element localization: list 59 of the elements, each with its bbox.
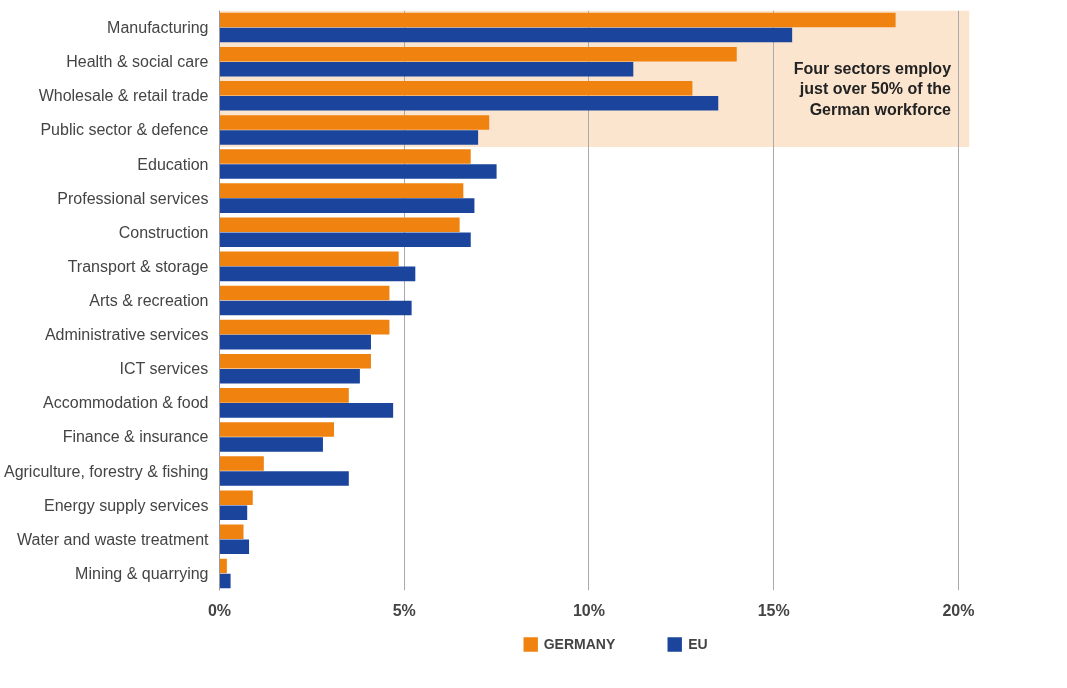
band-label: Four sectors employ just over 50% of the German workforce bbox=[793, 60, 952, 118]
bar bbox=[219, 524, 244, 540]
bar bbox=[219, 12, 896, 28]
x-tick-label: 5% bbox=[392, 601, 416, 619]
bar bbox=[219, 251, 399, 267]
y-tick-label: Finance & insurance bbox=[62, 428, 209, 446]
bar bbox=[219, 183, 464, 198]
legend-label: EU bbox=[688, 635, 709, 652]
y-tick-label: Construction bbox=[118, 223, 209, 241]
bar bbox=[219, 96, 719, 111]
y-tick-label: Public sector & defence bbox=[40, 121, 209, 139]
legend-label: GERMANY bbox=[543, 635, 616, 652]
bar bbox=[219, 319, 390, 335]
bar bbox=[219, 149, 471, 164]
bar bbox=[219, 164, 497, 179]
bar bbox=[219, 388, 349, 403]
x-tick-label: 20% bbox=[942, 601, 975, 619]
bar bbox=[219, 403, 394, 418]
bar bbox=[219, 61, 634, 77]
bar bbox=[219, 46, 737, 62]
bar bbox=[219, 266, 416, 282]
bar bbox=[219, 334, 371, 350]
bar bbox=[219, 368, 360, 384]
bar bbox=[219, 81, 693, 96]
bar bbox=[219, 422, 335, 437]
y-tick-label: Energy supply services bbox=[43, 496, 209, 514]
bar bbox=[219, 573, 231, 589]
bar bbox=[219, 505, 248, 520]
bar bbox=[219, 217, 460, 233]
bar bbox=[219, 198, 475, 213]
bar bbox=[219, 27, 793, 43]
bar bbox=[219, 232, 471, 248]
y-tick-label: Professional services bbox=[57, 189, 209, 207]
bar bbox=[219, 456, 264, 471]
y-tick-label: Mining & quarrying bbox=[75, 564, 209, 582]
y-tick-label: Agriculture, forestry & fishing bbox=[3, 462, 209, 480]
bar bbox=[219, 558, 227, 574]
y-tick-label: Education bbox=[137, 155, 209, 173]
bar bbox=[219, 285, 390, 301]
x-tick-label: 10% bbox=[572, 601, 605, 619]
x-tick-label: 15% bbox=[757, 601, 790, 619]
y-tick-label: ICT services bbox=[119, 360, 209, 378]
y-tick-label: Wholesale & retail trade bbox=[38, 87, 209, 105]
bar bbox=[219, 539, 250, 555]
y-tick-label: Manufacturing bbox=[107, 19, 209, 37]
y-tick-label: Transport & storage bbox=[67, 257, 209, 275]
bar bbox=[219, 353, 371, 369]
y-tick-label: Accommodation & food bbox=[43, 394, 209, 412]
y-tick-label: Health & social care bbox=[66, 53, 209, 71]
bar bbox=[219, 471, 349, 486]
bar bbox=[219, 437, 323, 452]
y-tick-label: Administrative services bbox=[44, 326, 209, 344]
bar bbox=[219, 300, 412, 316]
x-tick-label: 0% bbox=[207, 601, 232, 619]
bar bbox=[219, 130, 479, 145]
y-tick-label: Arts & recreation bbox=[89, 292, 209, 309]
bar bbox=[219, 490, 253, 505]
bar bbox=[219, 115, 490, 130]
y-tick-label: Water and waste treatment bbox=[17, 530, 210, 548]
